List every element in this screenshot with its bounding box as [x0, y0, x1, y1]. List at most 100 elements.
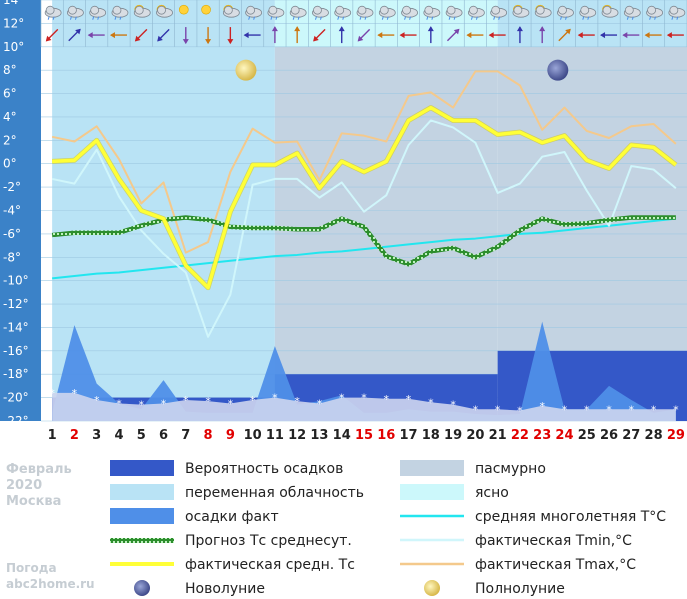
- y-tick-label: 10°: [3, 40, 24, 54]
- wind-head: [399, 32, 405, 39]
- snowflake-icon: *: [116, 397, 122, 410]
- rain-drop: [292, 16, 295, 20]
- wind-arrow-icon: [227, 27, 234, 45]
- rain-drop: [453, 16, 456, 20]
- rain-drop: [97, 16, 100, 20]
- sun-cloud-icon: [512, 4, 530, 18]
- sun-icon: [201, 4, 211, 15]
- legend-swatch: [400, 460, 464, 476]
- cloud-puff: [446, 5, 456, 15]
- snowflake-icon: *: [428, 396, 434, 409]
- y-tick-label: 4°: [3, 110, 17, 124]
- rain-drop: [69, 16, 72, 20]
- precipitation-layer: * * * * * * * * * * * * * * * * * * * * * * * * * * * * *: [49, 321, 687, 421]
- sun-cloud-icon: [601, 4, 619, 18]
- legend-item-tmin: фактическая Tmin,°C: [400, 533, 632, 549]
- rain-drop: [270, 16, 273, 20]
- legend-label: фактическая Tmin,°C: [475, 533, 632, 549]
- wind-head: [453, 28, 460, 35]
- x-tick-label: 16: [377, 428, 395, 443]
- wind-arrow-icon: [377, 32, 395, 39]
- wind-head: [75, 28, 81, 35]
- wind-head: [357, 35, 364, 42]
- snowflake-icon: *: [138, 399, 144, 412]
- legend-item-partly: переменная облачность: [110, 484, 364, 501]
- legend-item-precip_fact: осадки факт: [110, 508, 279, 525]
- legend-item-forecast: Прогноз Тс среднесут.: [110, 533, 352, 549]
- year-label: 2020: [6, 478, 43, 493]
- x-tick-label: 9: [226, 428, 235, 443]
- rain-cloud-icon: [67, 5, 84, 20]
- wind-arrow-icon: [644, 32, 662, 39]
- wind-head: [227, 39, 234, 45]
- y-tick-label: -22°: [3, 414, 29, 428]
- series-line-tmean: [52, 105, 677, 290]
- rain-drop: [74, 16, 77, 20]
- x-tick-label: 17: [400, 428, 418, 443]
- month-label: Февраль: [6, 462, 72, 477]
- rain-drop: [404, 16, 407, 20]
- y-tick-label: -8°: [3, 250, 21, 264]
- snowflake-icon: *: [517, 404, 523, 417]
- legend-label: Вероятность осадков: [185, 461, 343, 477]
- site-caption: Погода abc2home.ru: [6, 560, 95, 592]
- wind-arrow-icon: [446, 28, 460, 42]
- series-line-tmin: [51, 119, 677, 338]
- wind-head: [294, 26, 301, 32]
- y-tick-label: -16°: [3, 344, 29, 358]
- cloud-puff: [379, 5, 389, 15]
- cloud-puff: [223, 5, 233, 15]
- x-tick-label: 23: [533, 428, 551, 443]
- wind-arrow-icon: [205, 27, 212, 45]
- cloud-puff: [134, 5, 144, 15]
- snow-cover-area: [52, 392, 676, 421]
- cloud-puff: [246, 5, 256, 15]
- rain-cloud-icon: [89, 5, 107, 20]
- rain-drop: [470, 16, 473, 20]
- wind-head: [271, 26, 278, 32]
- x-tick-label: 2: [70, 428, 79, 443]
- snowflake-icon: *: [406, 393, 412, 406]
- legend-item-overcast: пасмурно: [400, 460, 546, 477]
- x-tick-label: 7: [181, 428, 190, 443]
- rain-drop: [248, 16, 251, 20]
- cloud-puff: [402, 5, 411, 15]
- legend-label: осадки факт: [185, 509, 279, 525]
- rain-drop: [92, 16, 95, 20]
- rain-drop: [409, 16, 412, 20]
- rain-drop: [448, 16, 451, 20]
- x-tick-label: 12: [288, 428, 306, 443]
- x-tick-label: 15: [355, 428, 373, 443]
- y-tick-label: 0°: [3, 157, 17, 171]
- rain-drop: [253, 16, 256, 20]
- x-tick-label: 27: [622, 428, 640, 443]
- wind-arrow-icon: [157, 28, 170, 42]
- legend-label: Полнолуние: [475, 581, 565, 597]
- wind-arrow-icon: [558, 28, 571, 42]
- rain-drop: [359, 16, 362, 20]
- rain-cloud-icon: [490, 5, 508, 20]
- rain-cloud-icon: [557, 5, 574, 20]
- sun-disc: [201, 4, 211, 15]
- cloud-puff: [647, 5, 656, 15]
- sun-cloud-icon: [156, 4, 173, 18]
- legend-label: средняя многолетняя T°C: [475, 509, 666, 525]
- snowflake-icon: *: [94, 394, 100, 407]
- rain-drop: [649, 16, 652, 20]
- rain-cloud-icon: [44, 5, 62, 20]
- snowflake-icon: *: [450, 399, 456, 412]
- snowflake-icon: *: [495, 403, 501, 416]
- x-tick-label: 4: [114, 428, 123, 443]
- wind-arrow-icon: [488, 32, 506, 39]
- chart-caption: Февраль 2020 Москва: [6, 462, 72, 510]
- y-tick-label: 6°: [3, 87, 17, 101]
- cloud-puff: [290, 5, 300, 15]
- snowflake-icon: *: [317, 397, 323, 410]
- x-tick-label: 5: [137, 428, 146, 443]
- y-tick-label: -20°: [3, 391, 29, 405]
- legend-item-full_moon: Полнолуние: [424, 580, 565, 597]
- legend-item-clear: ясно: [400, 484, 509, 501]
- x-tick-label: 26: [600, 428, 618, 443]
- rain-cloud-icon: [467, 5, 485, 20]
- rain-drop: [671, 16, 674, 20]
